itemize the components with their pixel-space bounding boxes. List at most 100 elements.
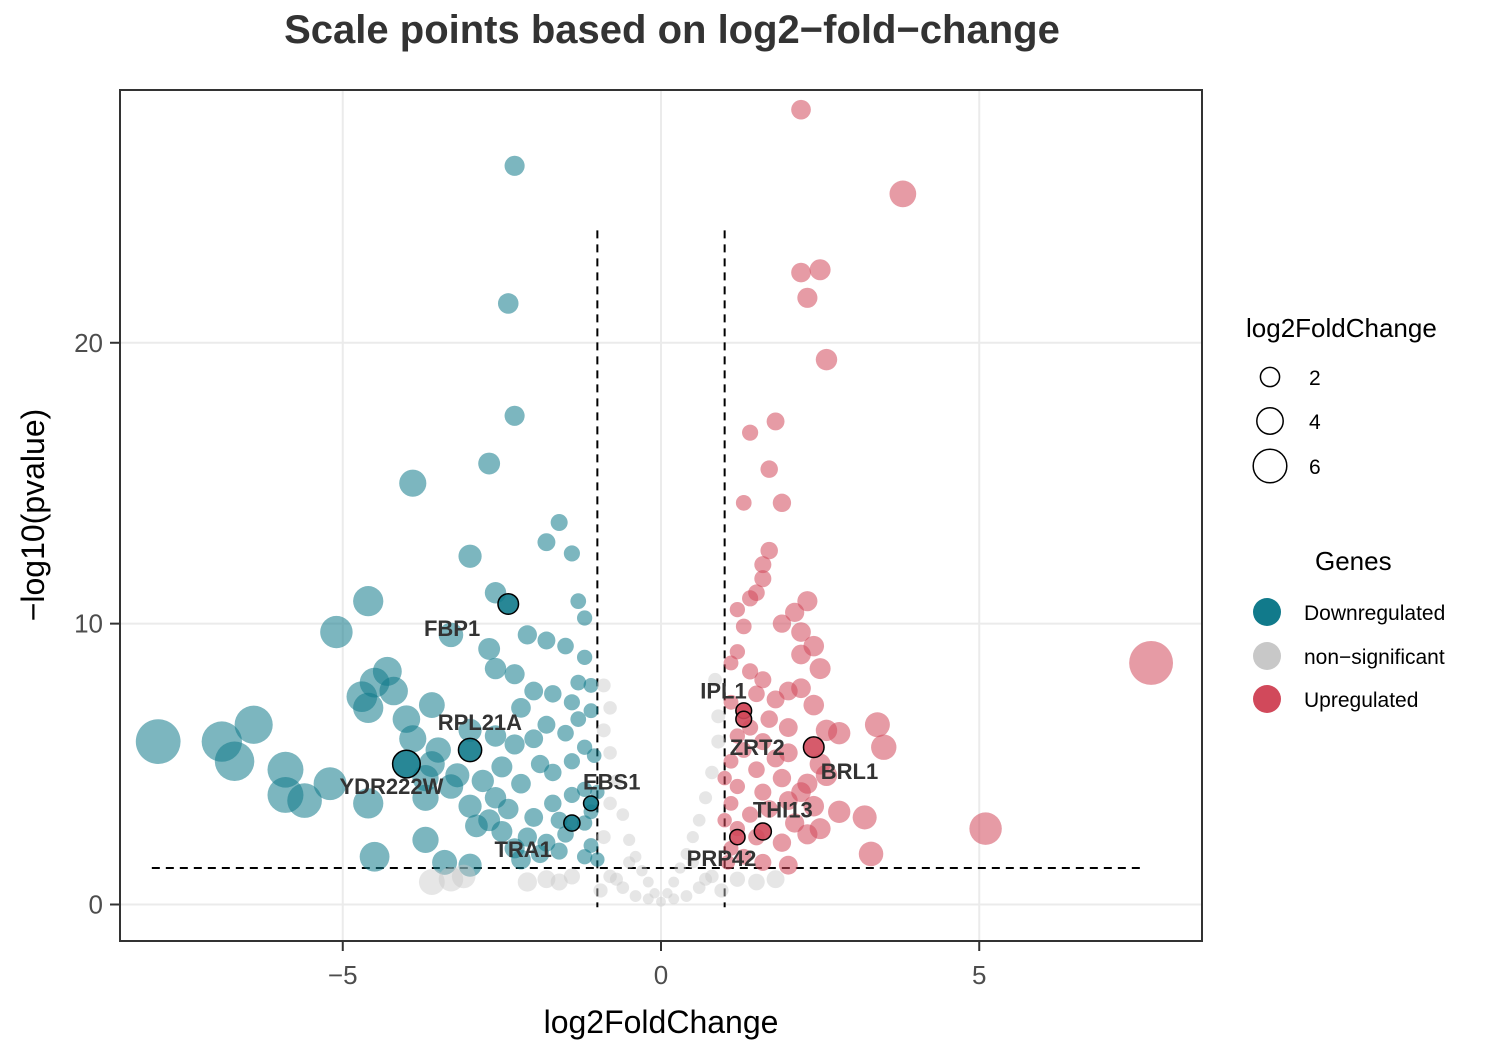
data-point bbox=[603, 869, 617, 884]
data-point bbox=[754, 556, 772, 574]
data-point bbox=[742, 424, 759, 441]
data-point bbox=[544, 794, 562, 813]
data-point bbox=[629, 890, 642, 902]
data-point bbox=[287, 783, 322, 818]
grid-lines bbox=[120, 90, 1202, 941]
data-point bbox=[803, 694, 825, 716]
data-point bbox=[517, 625, 537, 645]
data-point bbox=[803, 795, 825, 817]
data-point bbox=[791, 782, 811, 802]
gene-label: THI13 bbox=[753, 797, 813, 822]
highlighted-point bbox=[457, 737, 483, 763]
data-point bbox=[748, 761, 765, 778]
x-tick-label: 5 bbox=[972, 960, 986, 990]
data-point bbox=[760, 710, 778, 728]
data-point bbox=[544, 763, 562, 782]
legend-color-key bbox=[1253, 642, 1281, 670]
data-point bbox=[699, 872, 713, 886]
legend-size-key bbox=[1259, 366, 1281, 388]
y-tick-label: 10 bbox=[74, 609, 103, 639]
data-point bbox=[723, 753, 739, 769]
data-point bbox=[484, 657, 507, 680]
data-point bbox=[583, 677, 599, 693]
data-point bbox=[723, 655, 739, 671]
data-point bbox=[649, 888, 660, 899]
highlighted-genes bbox=[391, 592, 825, 846]
data-point bbox=[785, 813, 805, 833]
data-point bbox=[563, 694, 580, 711]
data-point bbox=[797, 824, 818, 845]
data-point bbox=[557, 637, 574, 655]
data-point bbox=[723, 795, 739, 811]
data-point bbox=[399, 469, 427, 497]
data-point bbox=[412, 826, 439, 854]
data-point bbox=[530, 844, 550, 864]
legend-color-label: Upregulated bbox=[1304, 689, 1418, 712]
data-point bbox=[593, 883, 608, 898]
data-point bbox=[524, 681, 544, 701]
data-point bbox=[785, 602, 805, 623]
data-point bbox=[451, 864, 476, 889]
data-point bbox=[603, 796, 617, 811]
data-point bbox=[438, 866, 464, 892]
data-point bbox=[491, 820, 513, 842]
data-point bbox=[524, 808, 544, 827]
legend-color-label: non−significant bbox=[1304, 646, 1445, 669]
data-point bbox=[692, 813, 706, 827]
highlighted-point bbox=[735, 710, 753, 728]
data-point bbox=[616, 808, 630, 821]
data-point bbox=[729, 871, 746, 887]
data-point bbox=[858, 841, 884, 867]
data-point bbox=[609, 872, 623, 886]
data-point bbox=[511, 698, 531, 718]
data-point bbox=[570, 674, 587, 691]
data-point bbox=[720, 855, 736, 870]
data-point bbox=[852, 805, 877, 830]
data-point bbox=[748, 685, 765, 703]
data-point bbox=[511, 849, 531, 870]
chart-title: Scale points based on log2−fold−change bbox=[284, 8, 1060, 52]
data-point bbox=[772, 614, 792, 633]
data-point bbox=[504, 405, 525, 426]
data-point bbox=[583, 838, 599, 853]
data-point bbox=[797, 591, 818, 612]
data-point bbox=[735, 848, 752, 865]
legend-color: Genes Downregulated non−significant Upregu… bbox=[1253, 546, 1445, 713]
data-point bbox=[766, 870, 785, 889]
legend-size-label: 4 bbox=[1309, 411, 1321, 434]
gene-label: FBP1 bbox=[424, 616, 480, 641]
data-points bbox=[135, 99, 1174, 907]
data-point bbox=[465, 814, 488, 838]
legend-color-label: Downregulated bbox=[1304, 602, 1445, 625]
legend-color-entries: Downregulated non−significant Upregulated bbox=[1253, 598, 1445, 713]
data-point bbox=[735, 742, 752, 758]
y-axis-title: −log10(pvalue) bbox=[15, 409, 51, 622]
data-point bbox=[686, 856, 699, 869]
data-point bbox=[708, 672, 722, 687]
data-point bbox=[458, 718, 482, 742]
highlighted-point bbox=[802, 736, 825, 759]
legend-size: log2FoldChange 2 4 6 bbox=[1246, 313, 1437, 484]
data-point bbox=[754, 733, 772, 751]
data-point bbox=[699, 791, 713, 805]
data-point bbox=[471, 769, 494, 793]
data-point bbox=[623, 856, 636, 869]
data-point bbox=[563, 753, 580, 770]
x-tick-label: −5 bbox=[328, 960, 358, 990]
data-point bbox=[772, 768, 792, 788]
data-point bbox=[729, 601, 746, 618]
data-point bbox=[616, 881, 630, 894]
data-point bbox=[754, 570, 772, 588]
data-point bbox=[412, 784, 439, 811]
data-point bbox=[478, 637, 501, 660]
data-point bbox=[742, 663, 759, 680]
data-point bbox=[760, 800, 778, 818]
data-point bbox=[359, 841, 390, 872]
data-point bbox=[491, 756, 513, 778]
data-point bbox=[353, 586, 384, 617]
data-point bbox=[680, 890, 693, 902]
data-point bbox=[576, 815, 593, 831]
highlighted-point bbox=[563, 814, 581, 832]
y-tick-label: 20 bbox=[74, 328, 103, 358]
